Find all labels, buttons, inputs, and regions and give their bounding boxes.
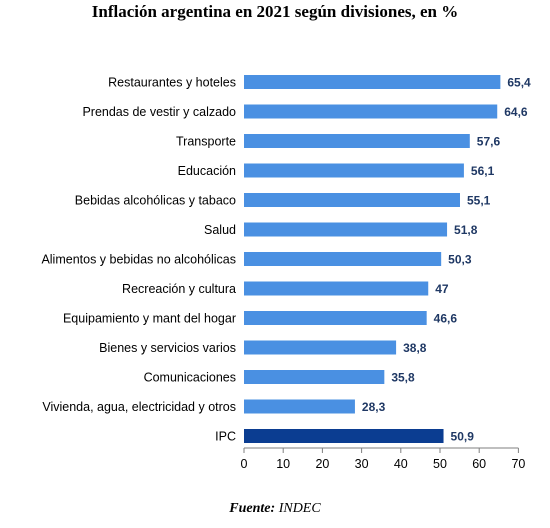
bar-5 [244, 222, 448, 237]
x-tick-label: 0 [241, 457, 248, 471]
bar-2 [244, 134, 470, 148]
category-label: Recreación y cultura [122, 282, 236, 296]
x-tick-label: 70 [511, 457, 525, 471]
category-label: Equipamiento y mant del hogar [63, 312, 236, 326]
value-label: 65,4 [507, 76, 531, 90]
value-label: 50,9 [451, 430, 475, 444]
value-label: 55,1 [467, 194, 491, 208]
source-note: Fuente: INDEC [0, 501, 550, 517]
value-label: 47 [435, 282, 449, 296]
value-label: 50,3 [448, 253, 472, 267]
x-tick-label: 20 [315, 457, 329, 471]
category-label: Alimentos y bebidas no alcohólicas [41, 253, 236, 267]
bar-8 [244, 311, 427, 325]
source-label: Fuente: [229, 501, 276, 516]
category-label: Salud [204, 223, 236, 237]
x-tick-label: 50 [433, 457, 447, 471]
x-tick-label: 60 [472, 457, 486, 471]
value-label: 51,8 [454, 223, 478, 237]
bar-9 [244, 340, 397, 355]
source-text: INDEC [278, 501, 321, 516]
x-tick-label: 30 [355, 457, 369, 471]
category-label: Vivienda, agua, electricidad y otros [42, 400, 236, 414]
chart-title: Inflación argentina en 2021 según divisi… [91, 2, 459, 21]
bar-1 [244, 104, 498, 119]
category-label: Educación [178, 164, 236, 178]
category-label: Bebidas alcohólicas y tabaco [75, 194, 236, 208]
value-label: 57,6 [477, 135, 501, 149]
value-label: 64,6 [504, 105, 528, 119]
value-label: 38,8 [403, 341, 427, 355]
value-label: 56,1 [471, 164, 495, 178]
x-axis: 0 10 20 30 40 50 60 70 [241, 447, 525, 471]
bar-6 [244, 252, 442, 266]
value-label: 46,6 [434, 312, 458, 326]
x-tick-label: 10 [276, 457, 290, 471]
bar-0 [244, 75, 501, 89]
bar-12 [244, 429, 444, 443]
bar-10 [244, 370, 385, 384]
category-label: Comunicaciones [144, 371, 236, 385]
bar-3 [244, 163, 464, 178]
value-label: 35,8 [391, 371, 415, 385]
bar-7 [244, 281, 429, 296]
x-tick-label: 40 [394, 457, 408, 471]
value-label: 28,3 [362, 400, 386, 414]
bar-11 [244, 399, 355, 414]
category-label: IPC [215, 430, 236, 444]
bar-4 [244, 193, 460, 207]
category-label: Bienes y servicios varios [99, 341, 236, 355]
category-label: Restaurantes y hoteles [108, 76, 236, 90]
bars-layer: Restaurantes y hoteles 65,4 Prendas de ves… [41, 75, 531, 444]
category-label: Prendas de vestir y calzado [82, 105, 236, 119]
category-label: Transporte [176, 135, 236, 149]
